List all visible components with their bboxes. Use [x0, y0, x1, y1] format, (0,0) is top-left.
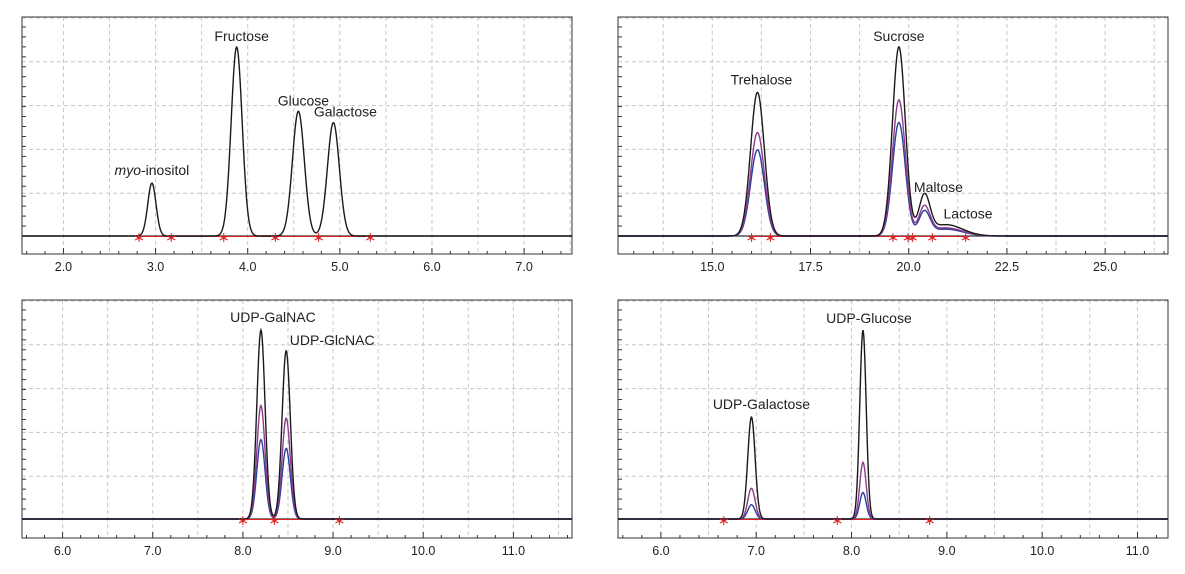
- peak-label: Maltose: [914, 179, 963, 195]
- plot-frame: [21, 16, 573, 255]
- integration-marker: [833, 516, 842, 525]
- x-tick-label: 10.0: [1030, 544, 1054, 558]
- plot-frame: [617, 16, 1169, 255]
- peak-label: Galactose: [314, 104, 377, 120]
- chromatogram-trace: [22, 404, 572, 520]
- peak-label: UDP-GalNAC: [230, 309, 316, 325]
- panel-monosaccharides: 2.0 3.0 4.0 5.0 6.0 7.0 myo-inositol Fructose Gl…: [21, 16, 573, 274]
- integration-marker: [335, 516, 344, 525]
- peak-label: UDP-GlcNAC: [290, 332, 375, 348]
- peak-label: Trehalose: [731, 71, 793, 87]
- peak-label: Fructose: [214, 28, 269, 44]
- integration-marker: [167, 233, 176, 242]
- chromatogram-trace: [22, 327, 572, 520]
- x-tick-label: 17.5: [798, 260, 822, 274]
- chromatogram-trace: [618, 461, 1168, 520]
- x-tick-label: 11.0: [1126, 544, 1149, 558]
- panel-disaccharides: 15.0 17.5 20.0 22.5 25.0 Trehalose Sucrose Malt…: [617, 16, 1169, 274]
- x-tick-label: 25.0: [1093, 260, 1117, 274]
- panel-udp-hexose: 6.0 7.0 8.0 9.0 10.0 11.0 UDP-Galactose UDP-Glu…: [617, 299, 1169, 558]
- integration-marker: [928, 233, 937, 242]
- x-tick-label: 9.0: [324, 544, 341, 558]
- integration-marker: [747, 233, 756, 242]
- x-tick-label: 15.0: [700, 260, 724, 274]
- chromatogram-trace: [618, 45, 1168, 237]
- integration-marker: [908, 233, 917, 242]
- peak-label: Sucrose: [873, 28, 925, 44]
- peak-label: myo-inositol: [115, 162, 190, 178]
- x-tick-label: 6.0: [423, 260, 440, 274]
- integration-marker: [719, 516, 729, 525]
- x-tick-label: 3.0: [147, 260, 164, 274]
- x-tick-label: 6.0: [652, 544, 669, 558]
- x-tick-label: 22.5: [995, 260, 1019, 274]
- plot-frame: [617, 299, 1169, 539]
- x-tick-label: 7.0: [748, 544, 765, 558]
- integration-marker: [271, 233, 280, 242]
- integration-marker: [238, 516, 248, 525]
- chromatogram-trace: [22, 45, 572, 237]
- integration-marker: [961, 233, 970, 242]
- x-tick-label: 6.0: [54, 544, 71, 558]
- x-tick-label: 8.0: [843, 544, 860, 558]
- peak-label: Glucose: [278, 92, 330, 108]
- x-tick-label: 11.0: [502, 544, 525, 558]
- integration-marker: [314, 233, 323, 242]
- panel-udp-hexnac: 6.0 7.0 8.0 9.0 10.0 11.0 UDP-GalNAC UDP-GlcNAC: [21, 299, 573, 558]
- x-tick-label: 8.0: [234, 544, 251, 558]
- integration-marker: [888, 233, 898, 242]
- integration-marker: [366, 233, 375, 242]
- integration-marker: [134, 233, 144, 242]
- integration-marker: [925, 516, 934, 525]
- chromatogram-trace: [618, 329, 1168, 520]
- integration-marker: [270, 516, 279, 525]
- x-tick-label: 7.0: [515, 260, 532, 274]
- x-tick-label: 2.0: [55, 260, 72, 274]
- chromatogram-trace: [618, 491, 1168, 520]
- chromatogram-trace: [22, 438, 572, 520]
- x-tick-label: 5.0: [331, 260, 348, 274]
- x-tick-label: 7.0: [144, 544, 161, 558]
- x-tick-label: 4.0: [239, 260, 256, 274]
- integration-marker: [766, 233, 775, 242]
- x-tick-label: 9.0: [938, 544, 955, 558]
- peak-label: UDP-Galactose: [713, 396, 810, 412]
- peak-label: UDP-Glucose: [826, 310, 912, 326]
- x-tick-label: 10.0: [411, 544, 435, 558]
- peak-label: Lactose: [944, 206, 993, 222]
- x-tick-label: 20.0: [897, 260, 921, 274]
- integration-marker: [219, 233, 228, 242]
